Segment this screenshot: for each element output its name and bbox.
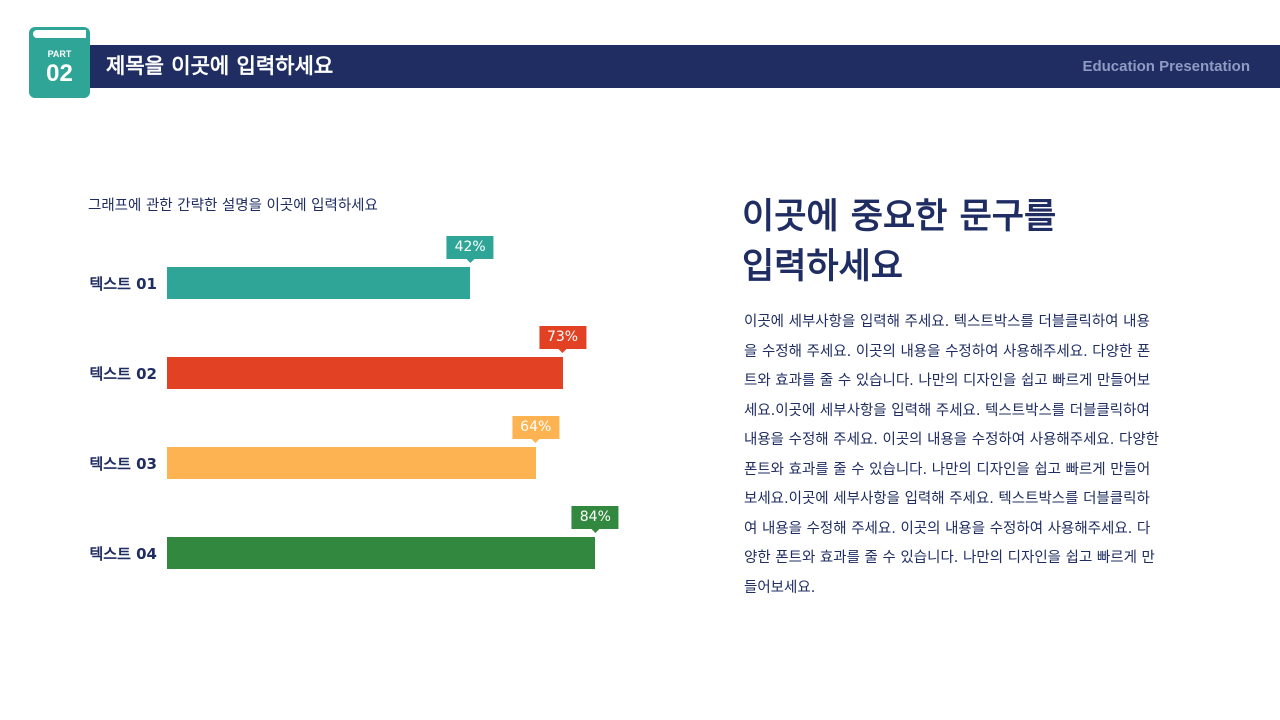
book-icon (33, 30, 86, 38)
body-text: 이곳에 세부사항을 입력해 주세요. 텍스트박스를 더블클릭하여 내용을 수정해… (744, 314, 1159, 596)
bar (167, 537, 596, 569)
bar (167, 447, 536, 479)
bar (167, 267, 471, 299)
chart-title: 그래프에 관한 간략한 설명을 이곳에 입력하세요 (88, 198, 378, 214)
part-number: 02 (46, 60, 73, 87)
header-bar (60, 45, 1280, 88)
headline: 이곳에 중요한 문구를 입력하세요 (742, 192, 1162, 292)
part-label: PART (47, 49, 72, 59)
data-label: 73% (538, 326, 587, 353)
bar (167, 357, 563, 389)
data-label: 64% (512, 416, 560, 443)
part-badge: PART 02 (29, 27, 90, 98)
page-title: 제목을 이곳에 입력하세요 (106, 54, 334, 78)
category-label: 텍스트 01 (89, 275, 158, 293)
header-subtitle: Education Presentation (1082, 58, 1250, 75)
headline-line-1: 이곳에 중요한 문구를 (742, 197, 1057, 237)
data-label: 84% (571, 506, 619, 533)
category-label: 텍스트 03 (89, 455, 158, 473)
category-label: 텍스트 02 (89, 365, 158, 383)
headline-line-2: 입력하세요 (742, 247, 904, 287)
category-label: 텍스트 04 (89, 545, 158, 563)
data-label: 42% (446, 236, 494, 263)
